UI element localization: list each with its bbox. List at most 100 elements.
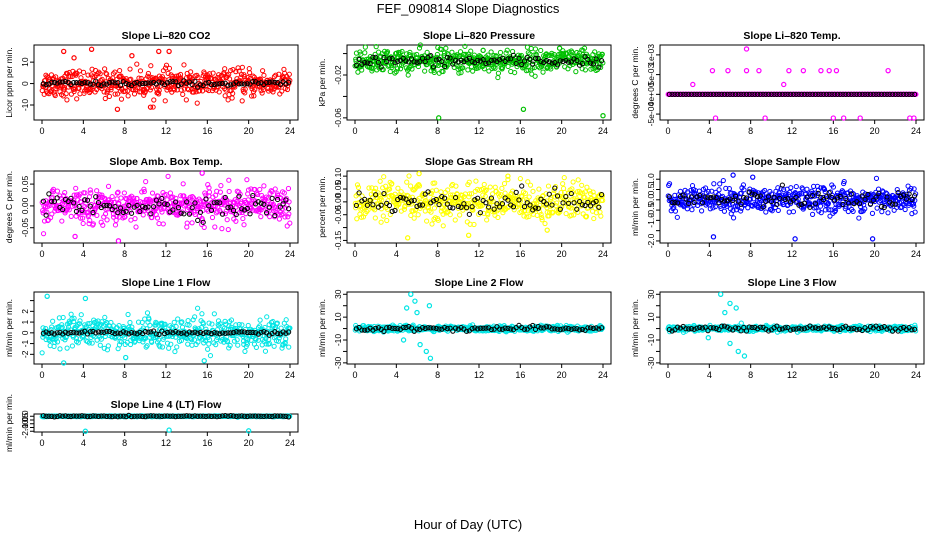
- data-point: [258, 214, 264, 220]
- data-point: [174, 344, 180, 350]
- y-tick-label: 0: [20, 330, 30, 335]
- data-point: [68, 311, 74, 317]
- outlier-point: [709, 67, 716, 74]
- data-point: [532, 73, 538, 79]
- data-point: [261, 183, 267, 189]
- data-point: [118, 96, 125, 102]
- mean-point: [272, 79, 278, 85]
- mean-point: [203, 80, 209, 86]
- data-point: [424, 49, 430, 56]
- data-point: [392, 70, 398, 76]
- data-point: [404, 179, 410, 185]
- data-point: [226, 188, 232, 195]
- data-point: [563, 50, 569, 56]
- mean-point: [195, 217, 201, 224]
- y-axis-label: ml/min per min.: [317, 299, 327, 357]
- outlier-point: [556, 45, 563, 51]
- data-point: [112, 222, 119, 228]
- x-tick-label: 16: [202, 249, 212, 259]
- data-point: [452, 217, 458, 223]
- mean-point: [590, 61, 596, 67]
- data-point: [240, 215, 246, 222]
- data-point: [71, 88, 77, 95]
- panel-title: Slope Gas Stream RH: [425, 156, 533, 168]
- data-point: [530, 188, 536, 194]
- panel-title: Slope Line 2 Flow: [435, 277, 525, 289]
- outlier-point: [544, 227, 550, 233]
- data-point: [251, 74, 257, 80]
- data-point: [793, 183, 799, 190]
- mean-point: [367, 60, 373, 67]
- data-point: [499, 185, 505, 191]
- data-point: [125, 311, 131, 318]
- data-point: [165, 173, 171, 179]
- data-point: [399, 48, 405, 55]
- data-point: [206, 341, 212, 347]
- data-point: [74, 96, 80, 102]
- data-point: [230, 90, 236, 97]
- data-point: [788, 185, 794, 191]
- mean-point: [433, 57, 439, 63]
- mean-point: [375, 59, 382, 65]
- data-point: [128, 217, 134, 223]
- data-point: [233, 69, 239, 75]
- data-point: [159, 344, 166, 350]
- x-tick-label: 4: [394, 370, 399, 380]
- mean-point: [579, 61, 585, 67]
- x-tick-label: 8: [435, 370, 440, 380]
- mean-point: [60, 79, 66, 85]
- data-point: [171, 319, 177, 325]
- mean-point: [71, 80, 77, 86]
- data-point: [163, 62, 170, 68]
- data-point: [178, 87, 184, 93]
- y-tick-label: -10: [333, 334, 343, 347]
- mean-point: [441, 63, 448, 70]
- x-tick-label: 4: [394, 249, 399, 259]
- y-tick-label: 30: [333, 289, 343, 299]
- data-point: [411, 215, 417, 221]
- x-tick-label: 20: [870, 126, 880, 136]
- data-point: [409, 66, 415, 72]
- mean-point: [488, 57, 494, 63]
- outlier-point: [465, 232, 472, 238]
- x-tick-label: 12: [474, 249, 484, 259]
- mean-point: [76, 80, 82, 86]
- mean-point: [532, 55, 539, 62]
- data-point: [140, 212, 146, 218]
- data-point: [549, 50, 555, 56]
- data-point: [790, 209, 797, 215]
- data-point: [64, 97, 70, 103]
- data-point: [137, 68, 144, 74]
- data-point: [216, 89, 222, 95]
- outlier-point: [743, 46, 750, 52]
- mean-point: [62, 78, 69, 85]
- y-axis-label: ml/min per min.: [630, 178, 640, 236]
- data-point: [181, 62, 187, 68]
- data-point: [471, 52, 477, 58]
- x-tick-label: 20: [557, 126, 567, 136]
- data-point: [134, 61, 140, 67]
- data-point: [104, 71, 110, 77]
- data-point: [598, 213, 604, 219]
- x-tick-label: 4: [707, 126, 712, 136]
- mean-point: [164, 80, 170, 86]
- data-point: [405, 72, 411, 78]
- data-point: [440, 68, 446, 75]
- outlier-point: [520, 106, 527, 112]
- data-point: [260, 68, 266, 74]
- data-point: [458, 69, 464, 76]
- mean-point: [156, 79, 162, 85]
- data-point: [219, 226, 225, 232]
- mean-point: [499, 55, 506, 61]
- y-tick-label: 0e+00: [646, 82, 656, 106]
- data-point: [512, 69, 518, 76]
- mean-point: [450, 61, 456, 67]
- x-tick-label: 20: [557, 370, 567, 380]
- data-point: [224, 217, 230, 223]
- data-point: [879, 209, 885, 215]
- data-point: [699, 208, 705, 214]
- data-point: [457, 212, 463, 218]
- data-point: [207, 352, 214, 359]
